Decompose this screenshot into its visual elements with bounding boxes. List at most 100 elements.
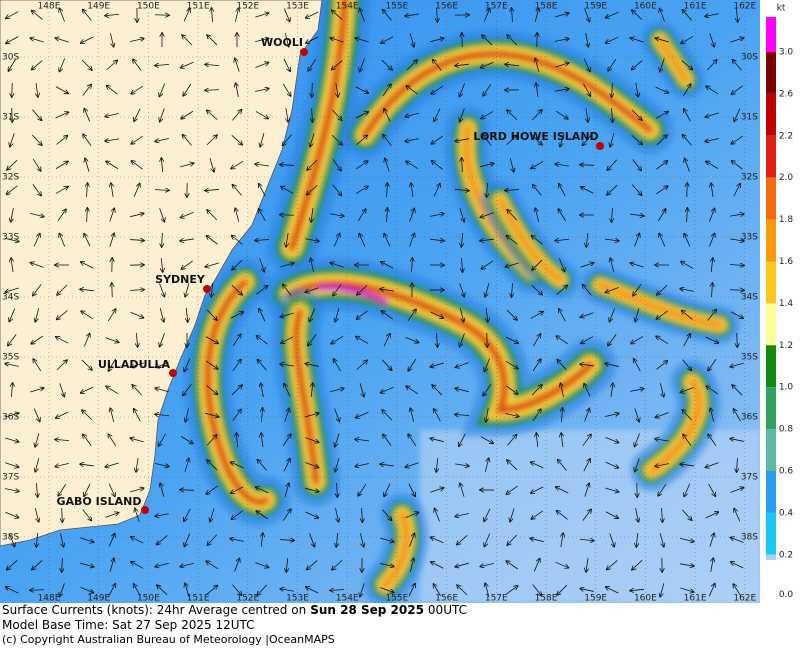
longitude-label: 158E <box>535 594 558 604</box>
arrow <box>205 189 220 190</box>
arrow <box>360 583 365 596</box>
arrow <box>380 563 394 566</box>
arrow <box>531 510 543 519</box>
arrow <box>531 462 544 469</box>
arrow <box>11 258 13 272</box>
arrow <box>306 36 319 43</box>
arrow <box>736 7 738 22</box>
arrow <box>5 364 19 367</box>
arrow <box>255 88 269 92</box>
arrow <box>184 358 191 372</box>
arrow <box>459 208 464 221</box>
arrow <box>680 289 694 292</box>
arrow <box>631 109 642 120</box>
arrow <box>330 38 344 43</box>
arrow <box>232 185 242 196</box>
arrow <box>58 483 67 496</box>
colorbar-tick-label: 1.0 <box>779 383 794 393</box>
arrow <box>507 534 518 545</box>
arrow <box>206 435 216 446</box>
arrow <box>383 434 392 446</box>
arrow <box>505 413 519 417</box>
arrow <box>83 334 89 347</box>
arrow <box>455 64 469 66</box>
arrow <box>231 160 244 168</box>
arrow <box>562 408 563 423</box>
colorbar-tick-label: 0.6 <box>779 467 794 477</box>
arrow <box>359 383 364 396</box>
arrow <box>330 388 344 393</box>
arrow <box>507 210 518 221</box>
arrow <box>705 336 719 343</box>
arrow <box>336 83 338 97</box>
arrow <box>405 337 419 342</box>
latitude-label: 30S <box>2 53 19 63</box>
colorbar-band <box>766 93 776 136</box>
arrow <box>582 509 591 521</box>
arrow <box>209 158 214 171</box>
arrow <box>586 558 588 572</box>
arrow <box>133 184 140 197</box>
arrow <box>356 411 369 417</box>
arrow <box>5 238 19 241</box>
arrow <box>311 383 313 398</box>
arrow <box>185 408 189 422</box>
arrow <box>737 457 738 472</box>
arrow <box>105 112 119 116</box>
arrow <box>483 9 489 22</box>
arrow <box>284 384 291 397</box>
arrow <box>284 483 289 497</box>
arrow <box>183 9 190 22</box>
arrow <box>56 411 69 418</box>
arrow <box>80 537 93 542</box>
arrow <box>635 458 640 471</box>
arrow <box>410 408 415 422</box>
arrow <box>606 11 619 18</box>
arrow <box>355 86 369 93</box>
colorbar-tick-label: 1.2 <box>779 341 793 351</box>
arrow <box>231 462 244 469</box>
arrow <box>280 263 293 268</box>
latitude-label: 33S <box>2 233 19 243</box>
arrow <box>183 384 192 395</box>
arrow <box>459 83 465 96</box>
arrow <box>33 234 40 247</box>
arrow <box>255 63 268 68</box>
colorbar-tick-label: 1.4 <box>779 299 794 309</box>
arrow <box>108 534 115 547</box>
arrow <box>32 11 43 20</box>
arrow <box>433 184 440 197</box>
arrow <box>406 60 417 71</box>
arrow <box>255 164 269 166</box>
arrow <box>733 184 740 197</box>
arrow <box>109 233 114 247</box>
arrow <box>105 462 119 467</box>
arrow <box>255 240 270 241</box>
latitude-label: 37S <box>2 473 19 483</box>
arrow <box>160 108 165 121</box>
arrow <box>558 209 566 222</box>
arrow <box>286 233 288 247</box>
arrow <box>485 583 490 597</box>
arrow <box>584 408 590 422</box>
arrow <box>5 413 18 418</box>
arrow <box>580 364 594 366</box>
arrow <box>57 310 68 320</box>
arrow <box>56 360 67 371</box>
colorbar-band <box>766 387 776 430</box>
arrow <box>506 561 518 570</box>
arrow <box>161 158 162 173</box>
arrow <box>131 562 144 569</box>
arrow <box>81 36 94 43</box>
arrow <box>30 38 44 43</box>
arrow <box>605 287 619 293</box>
arrow <box>607 184 618 195</box>
arrow <box>711 258 713 272</box>
arrow <box>409 533 415 547</box>
arrow <box>81 262 94 269</box>
arrow <box>405 14 419 16</box>
arrow <box>261 383 264 397</box>
arrow <box>507 35 518 46</box>
arrow <box>536 83 538 97</box>
latitude-label: 38S <box>2 533 19 543</box>
